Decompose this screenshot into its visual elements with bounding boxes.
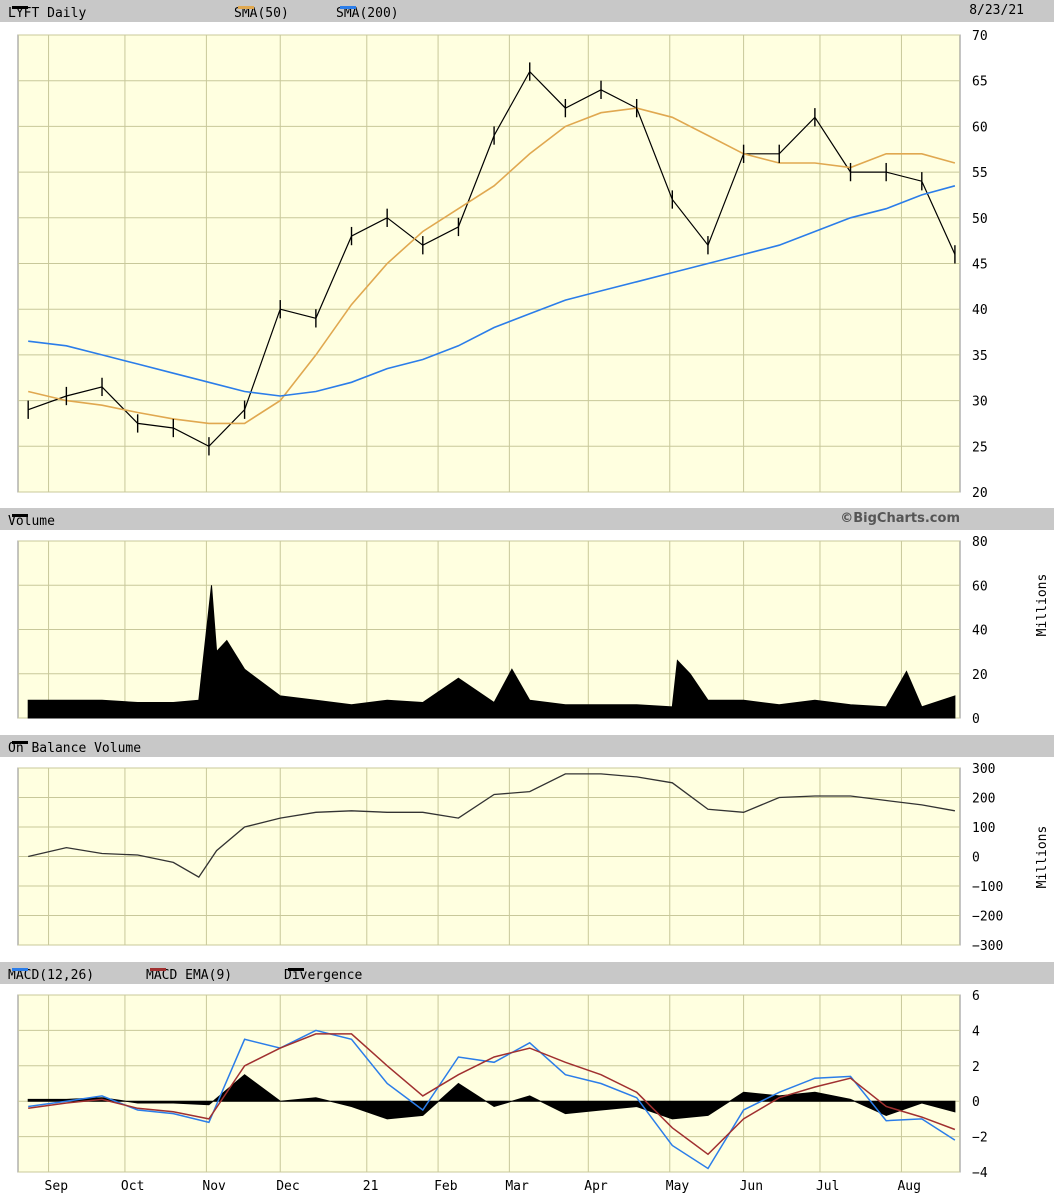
x-tick-label: Mar — [505, 1179, 529, 1194]
macd-panel-header: MACD(12,26) MACD EMA(9) Divergence — [0, 962, 1054, 984]
series-line-sma50 — [28, 107, 956, 425]
y-tick-label: 40 — [972, 624, 988, 639]
x-tick-label: Oct — [121, 1179, 144, 1194]
x-tick-label: Dec — [276, 1179, 299, 1194]
y-tick-label: −2 — [972, 1131, 988, 1146]
panel-3-background — [17, 994, 961, 1173]
date-label: 8/23/21 — [969, 3, 1024, 18]
y-tick-label: 80 — [972, 535, 988, 550]
obv-unit-label: Millions — [1035, 826, 1050, 889]
x-tick-label: 21 — [363, 1179, 379, 1194]
series-line-sma200 — [28, 185, 956, 397]
volume-unit-label: Millions — [1035, 574, 1050, 637]
y-tick-label: 60 — [972, 579, 988, 594]
x-tick-label: Jul — [816, 1179, 839, 1194]
macd-line — [28, 1029, 956, 1170]
y-tick-label: 35 — [972, 349, 988, 364]
sma200-legend-swatch — [340, 6, 356, 9]
sma50-legend-swatch — [238, 6, 254, 9]
y-tick-label: 2 — [972, 1060, 980, 1075]
macd-legend-swatch — [12, 968, 28, 971]
copyright-label: ©BigCharts.com — [840, 511, 960, 526]
volume-panel-header: Volume ©BigCharts.com — [0, 508, 1054, 530]
y-tick-label: 50 — [972, 212, 988, 227]
y-tick-label: 200 — [972, 792, 995, 807]
y-tick-label: 20 — [972, 486, 988, 501]
volume-legend-swatch — [12, 514, 28, 517]
x-tick-label: Aug — [897, 1179, 920, 1194]
obv-panel-header: On Balance Volume — [0, 735, 1054, 757]
y-tick-label: 300 — [972, 762, 995, 777]
y-tick-label: 65 — [972, 75, 988, 90]
y-tick-label: 70 — [972, 29, 988, 44]
x-tick-label: May — [666, 1179, 690, 1194]
x-tick-label: Sep — [45, 1179, 69, 1194]
obv-line — [28, 773, 956, 878]
volume-area — [27, 585, 956, 719]
y-tick-label: 40 — [972, 303, 988, 318]
y-tick-label: 4 — [972, 1024, 980, 1039]
x-tick-label: Apr — [584, 1179, 608, 1194]
y-tick-label: 0 — [972, 851, 980, 866]
x-tick-label: Nov — [202, 1179, 226, 1194]
y-tick-label: 100 — [972, 821, 995, 836]
y-tick-label: 0 — [972, 712, 980, 727]
y-tick-label: 60 — [972, 120, 988, 135]
divergence-legend-swatch — [288, 968, 304, 971]
y-tick-label: 30 — [972, 395, 988, 410]
y-tick-label: 45 — [972, 258, 988, 273]
price-panel-header: LYFT Daily SMA(50) SMA(200) 8/23/21 — [0, 0, 1054, 22]
y-tick-label: −4 — [972, 1166, 988, 1181]
macd-ema-legend-swatch — [150, 968, 166, 971]
y-tick-label: 55 — [972, 166, 988, 181]
price-legend-swatch — [12, 6, 28, 9]
macd-ema-line — [28, 1033, 956, 1156]
y-tick-label: 25 — [972, 440, 988, 455]
obv-legend-swatch — [12, 741, 28, 744]
x-tick-label: Jun — [740, 1179, 763, 1194]
y-tick-label: −300 — [972, 939, 1003, 954]
y-tick-label: −200 — [972, 910, 1003, 925]
y-tick-label: −100 — [972, 880, 1003, 895]
y-tick-label: 6 — [972, 989, 980, 1004]
x-tick-label: Feb — [434, 1179, 458, 1194]
y-tick-label: 20 — [972, 668, 988, 683]
y-tick-label: 0 — [972, 1095, 980, 1110]
